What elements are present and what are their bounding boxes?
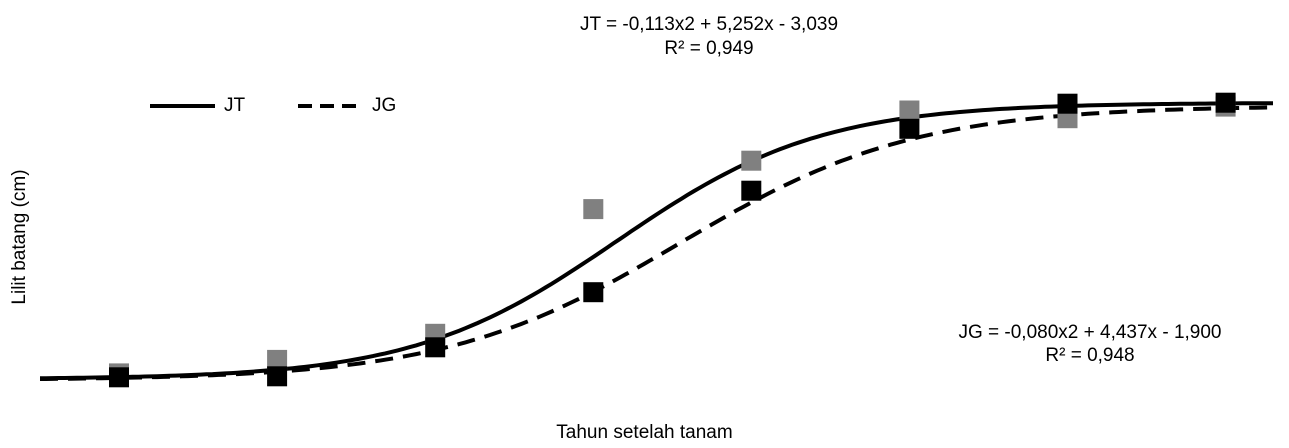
marker-jg-5 [741,180,762,201]
jt-r-squared: R² = 0,949 [664,38,754,59]
y-axis-label: Lilit batang (cm) [9,169,30,305]
marker-jg-6 [899,118,920,139]
jg-equation: JG = -0,080x2 + 4,437x - 1,900 [958,322,1222,343]
marker-jg-4 [583,282,604,303]
marker-jt-4 [583,199,604,220]
marker-jt-2 [267,349,288,370]
legend-label-jg: JG [372,95,397,116]
marker-jg-8 [1215,92,1236,113]
x-axis-label: Tahun setelah tanam [556,422,733,443]
legend-label-jt: JT [224,95,246,116]
marker-jg-1 [109,367,129,388]
data-markers [109,92,1236,388]
marker-jt-6 [899,100,920,121]
jt-equation: JT = -0,113x2 + 5,252x - 3,039 [579,14,839,35]
marker-jg-2 [267,366,288,387]
marker-jt-5 [741,150,762,171]
marker-jg-3 [425,337,446,358]
marker-jg-7 [1057,93,1078,114]
jg-r-squared: R² = 0,948 [1045,345,1135,366]
